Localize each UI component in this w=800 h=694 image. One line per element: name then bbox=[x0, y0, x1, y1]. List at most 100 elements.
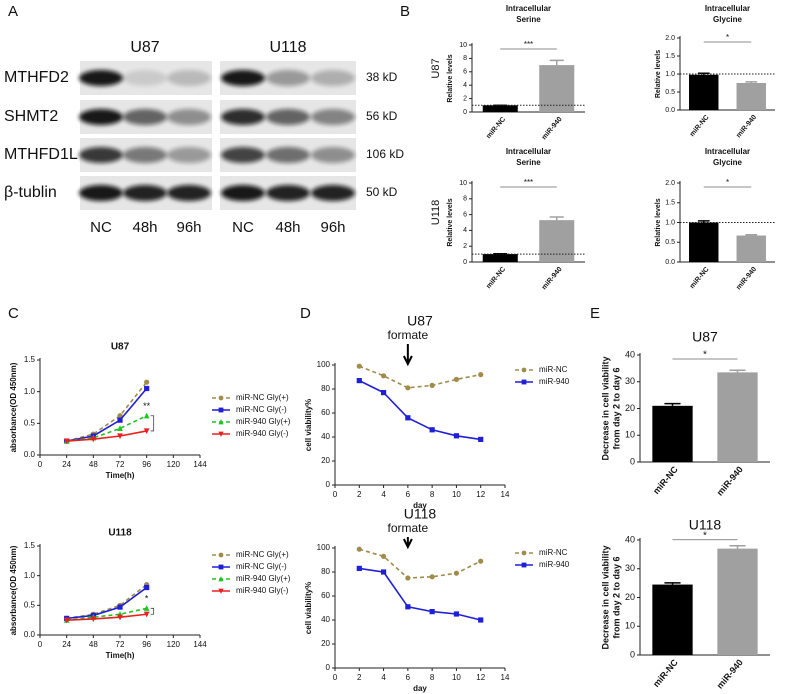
marker bbox=[405, 575, 411, 581]
marker bbox=[117, 433, 123, 440]
bar bbox=[717, 372, 758, 462]
significance-label: * bbox=[703, 530, 707, 541]
marker bbox=[218, 552, 224, 558]
chart-title: Glycine bbox=[713, 15, 742, 24]
blot-band bbox=[311, 109, 355, 125]
y-tick-label: 60 bbox=[321, 408, 330, 417]
chart-title: U118 bbox=[689, 517, 722, 533]
annotation-arrow bbox=[402, 537, 413, 550]
panel-label: D bbox=[300, 305, 311, 322]
y-tick-label: 0 bbox=[463, 109, 467, 116]
series-line bbox=[66, 387, 148, 442]
size-label: 50 kD bbox=[366, 185, 398, 199]
blot-band bbox=[167, 109, 211, 125]
blot-band bbox=[221, 185, 265, 201]
panel-label: B bbox=[400, 3, 410, 20]
y-axis-label: absorbance(OD 450nm) bbox=[9, 545, 18, 635]
x-tick-label: 8 bbox=[430, 490, 435, 499]
y-tick-label: 20 bbox=[625, 592, 635, 602]
significance-label: * bbox=[703, 350, 707, 361]
y-tick-label: 10 bbox=[625, 430, 635, 440]
y-axis-label: Relative levels bbox=[655, 50, 662, 98]
error-bar bbox=[664, 582, 681, 585]
marker bbox=[356, 378, 362, 384]
y-tick-label: 4 bbox=[463, 82, 467, 89]
y-tick-label: 20 bbox=[625, 403, 635, 413]
y-tick-label: 0 bbox=[630, 456, 635, 466]
marker bbox=[453, 570, 460, 576]
blot-band bbox=[123, 70, 167, 86]
y-tick-label: 1.0 bbox=[24, 571, 36, 580]
error-bar bbox=[729, 545, 746, 549]
lane-label: 48h bbox=[132, 219, 157, 236]
x-tick-label: 72 bbox=[116, 460, 125, 469]
series-line bbox=[358, 365, 481, 389]
marker bbox=[90, 616, 97, 623]
bar bbox=[689, 222, 719, 262]
chart-title: Intracellular bbox=[705, 147, 750, 156]
cell-line-label: U118 bbox=[269, 39, 306, 56]
legend-label: miR-NC Gly(+) bbox=[236, 393, 289, 402]
x-tick-label: miR-NC bbox=[651, 657, 680, 689]
x-axis-label: day bbox=[413, 501, 427, 510]
bar bbox=[482, 105, 518, 112]
marker bbox=[453, 611, 460, 617]
y-tick-label: 6 bbox=[463, 211, 467, 218]
y-tick-label: 10 bbox=[625, 621, 635, 631]
y-axis-label: Relative levels bbox=[447, 54, 454, 102]
size-label: 38 kD bbox=[366, 70, 398, 84]
x-tick-label: 144 bbox=[193, 460, 207, 469]
x-tick-label: 12 bbox=[476, 673, 485, 682]
x-tick-label: miR-940 bbox=[541, 116, 564, 141]
x-tick-label: 96 bbox=[142, 640, 151, 649]
marker bbox=[63, 617, 70, 624]
y-tick-label: 1.5 bbox=[665, 200, 675, 207]
marker bbox=[429, 609, 435, 615]
series-line bbox=[359, 548, 482, 579]
blot-band bbox=[79, 109, 123, 125]
y-tick-label: 2.0 bbox=[665, 180, 675, 187]
y-axis-label: from day 2 to day 6 bbox=[611, 367, 621, 449]
size-label: 56 kD bbox=[366, 109, 398, 123]
x-tick-label: 6 bbox=[406, 490, 411, 499]
x-tick-label: 0 bbox=[38, 640, 43, 649]
legend-label: miR-940 Gly(+) bbox=[236, 417, 291, 426]
marker bbox=[143, 611, 150, 618]
y-axis-label: from day 2 to day 6 bbox=[611, 556, 621, 638]
blot-band bbox=[221, 70, 265, 86]
panel-label: A bbox=[8, 3, 18, 20]
x-tick-label: miR-940 bbox=[715, 464, 745, 497]
x-tick-label: 4 bbox=[381, 673, 386, 682]
y-tick-label: 0.0 bbox=[665, 259, 675, 266]
legend-label: miR-NC bbox=[539, 548, 568, 557]
y-tick-label: 40 bbox=[321, 432, 330, 441]
y-tick-label: 100 bbox=[317, 543, 331, 552]
chart-title: U87 bbox=[407, 313, 433, 329]
x-tick-label: miR-NC bbox=[689, 266, 711, 290]
y-tick-label: 80 bbox=[321, 567, 330, 576]
x-tick-label: 0 bbox=[333, 490, 338, 499]
marker bbox=[144, 584, 150, 591]
blot-band bbox=[221, 147, 265, 163]
marker bbox=[521, 367, 527, 373]
x-tick-label: 2 bbox=[357, 673, 362, 682]
protein-label: MTHFD2 bbox=[4, 69, 69, 86]
significance-bracket bbox=[150, 607, 155, 615]
panel-label: C bbox=[8, 305, 19, 322]
significance-label: ** bbox=[143, 401, 151, 411]
blot-band bbox=[266, 147, 310, 163]
significance-label: *** bbox=[524, 178, 533, 187]
legend-label: miR-940 bbox=[539, 377, 570, 386]
bar bbox=[652, 584, 693, 655]
marker bbox=[429, 382, 435, 388]
lane-label: 96h bbox=[176, 219, 201, 236]
size-label: 106 kD bbox=[366, 147, 404, 161]
y-tick-label: 0.0 bbox=[24, 450, 36, 459]
error-bar bbox=[697, 220, 710, 223]
y-tick-label: 6 bbox=[463, 69, 467, 76]
y-tick-label: 2 bbox=[463, 95, 467, 102]
x-tick-label: 96 bbox=[142, 460, 151, 469]
marker bbox=[356, 546, 362, 552]
x-tick-label: 0 bbox=[38, 460, 43, 469]
marker bbox=[380, 373, 387, 379]
